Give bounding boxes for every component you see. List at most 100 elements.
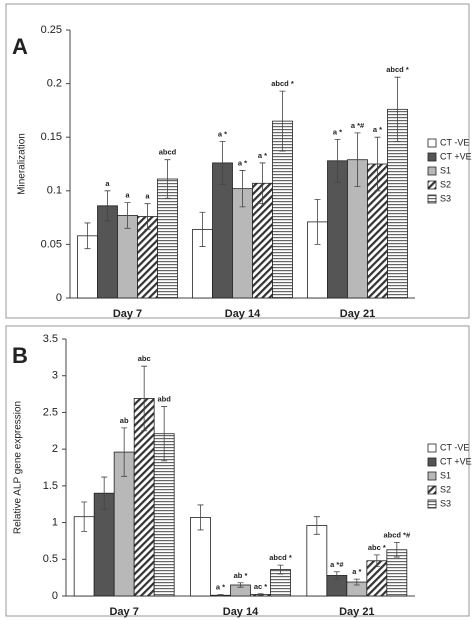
y-tick-label: 0.5 bbox=[43, 553, 58, 565]
error-bar bbox=[101, 476, 108, 510]
error-bar bbox=[257, 593, 264, 596]
legend-swatch bbox=[427, 138, 437, 148]
y-tick-label: 0.1 bbox=[47, 185, 62, 197]
legend-label: CT +VE bbox=[440, 151, 472, 161]
error-bar bbox=[354, 132, 361, 187]
significance-label: abcd * bbox=[386, 65, 409, 74]
significance-label: abc * bbox=[368, 543, 386, 552]
error-bar bbox=[104, 190, 111, 222]
y-tick-label: 0.25 bbox=[41, 24, 62, 36]
legend-swatch bbox=[427, 457, 437, 467]
legend-swatch bbox=[427, 471, 437, 481]
error-bar bbox=[144, 203, 151, 230]
y-tick-label: 1.5 bbox=[43, 480, 58, 492]
y-tick-label: 0.15 bbox=[41, 131, 62, 143]
bar bbox=[306, 525, 328, 597]
significance-label: abd bbox=[157, 395, 171, 404]
error-bar bbox=[314, 198, 321, 245]
significance-label: a * bbox=[218, 129, 227, 138]
significance-label: a * bbox=[333, 127, 342, 136]
error-bar bbox=[219, 141, 226, 185]
error-bar bbox=[394, 76, 401, 142]
significance-label: ac * bbox=[254, 582, 267, 591]
legend-label: S2 bbox=[440, 484, 451, 494]
error-bar bbox=[81, 501, 88, 532]
legend-swatch bbox=[427, 443, 437, 453]
y-tick-label: 1 bbox=[52, 516, 58, 528]
error-bar bbox=[239, 170, 246, 208]
error-bar bbox=[374, 136, 381, 192]
x-tick-label: Day 7 bbox=[109, 606, 138, 618]
significance-label: abcd *# bbox=[383, 530, 411, 539]
error-bar bbox=[313, 516, 320, 535]
error-bar bbox=[124, 202, 131, 229]
x-tick-label: Day 21 bbox=[340, 308, 375, 320]
panel-label: B bbox=[12, 343, 28, 368]
error-bar bbox=[279, 90, 286, 152]
error-bar bbox=[259, 162, 266, 205]
legend-label: CT -VE bbox=[440, 137, 469, 147]
error-bar bbox=[121, 427, 128, 477]
y-tick-label: 2.5 bbox=[43, 406, 58, 418]
x-tick-label: Day 7 bbox=[113, 308, 142, 320]
y-tick-label: 3.5 bbox=[43, 333, 58, 345]
significance-label: abc bbox=[138, 354, 151, 363]
y-axis-label: Mineralization bbox=[17, 133, 28, 195]
legend-label: CT -VE bbox=[440, 442, 469, 452]
x-tick-label: Day 21 bbox=[339, 606, 374, 618]
significance-label: a * bbox=[258, 151, 267, 160]
legend-swatch bbox=[427, 180, 437, 190]
significance-label: a * bbox=[373, 125, 382, 134]
significance-label: ab bbox=[120, 416, 129, 425]
error-bar bbox=[353, 578, 360, 586]
y-tick-label: 0.2 bbox=[47, 78, 62, 90]
error-bar bbox=[141, 365, 148, 432]
significance-label: a bbox=[105, 179, 110, 188]
legend-label: S1 bbox=[440, 470, 451, 480]
legend-label: S1 bbox=[440, 165, 451, 175]
legend-swatch bbox=[427, 152, 437, 162]
legend-label: CT +VE bbox=[440, 456, 472, 466]
significance-label: a *# bbox=[351, 121, 365, 130]
error-bar bbox=[217, 594, 224, 597]
panel-frame bbox=[5, 3, 470, 319]
error-bar bbox=[237, 582, 244, 588]
significance-label: a * bbox=[352, 567, 361, 576]
legend-swatch bbox=[427, 499, 437, 509]
significance-label: a bbox=[125, 191, 130, 200]
y-axis-label: Relative ALP gene expression bbox=[13, 401, 24, 534]
significance-label: a *# bbox=[330, 560, 344, 569]
x-tick-label: Day 14 bbox=[223, 606, 259, 618]
significance-label: abcd bbox=[159, 148, 177, 157]
legend-label: S2 bbox=[440, 179, 451, 189]
significance-label: abcd * bbox=[271, 79, 294, 88]
error-bar bbox=[393, 541, 400, 558]
panel-label: A bbox=[12, 34, 28, 59]
legend-label: S3 bbox=[440, 498, 451, 508]
error-bar bbox=[333, 571, 340, 580]
error-bar bbox=[84, 222, 91, 250]
error-bar bbox=[334, 138, 341, 183]
legend-swatch bbox=[427, 194, 437, 204]
y-tick-label: 0.05 bbox=[41, 238, 62, 250]
legend-swatch bbox=[427, 485, 437, 495]
significance-label: a bbox=[145, 192, 150, 201]
error-bar bbox=[277, 564, 284, 575]
legend-swatch bbox=[427, 166, 437, 176]
error-bar bbox=[164, 159, 171, 199]
error-bar bbox=[161, 406, 168, 462]
significance-label: ab * bbox=[234, 571, 248, 580]
y-tick-label: 2 bbox=[52, 443, 58, 455]
significance-label: a * bbox=[238, 158, 247, 167]
panel-frame bbox=[5, 325, 470, 617]
significance-label: abcd * bbox=[269, 553, 292, 562]
x-tick-label: Day 14 bbox=[225, 308, 261, 320]
error-bar bbox=[373, 554, 380, 568]
error-bar bbox=[199, 211, 206, 247]
y-tick-label: 3 bbox=[52, 370, 58, 382]
legend-label: S3 bbox=[440, 193, 451, 203]
y-tick-label: 0 bbox=[52, 590, 58, 602]
error-bar bbox=[197, 504, 204, 531]
